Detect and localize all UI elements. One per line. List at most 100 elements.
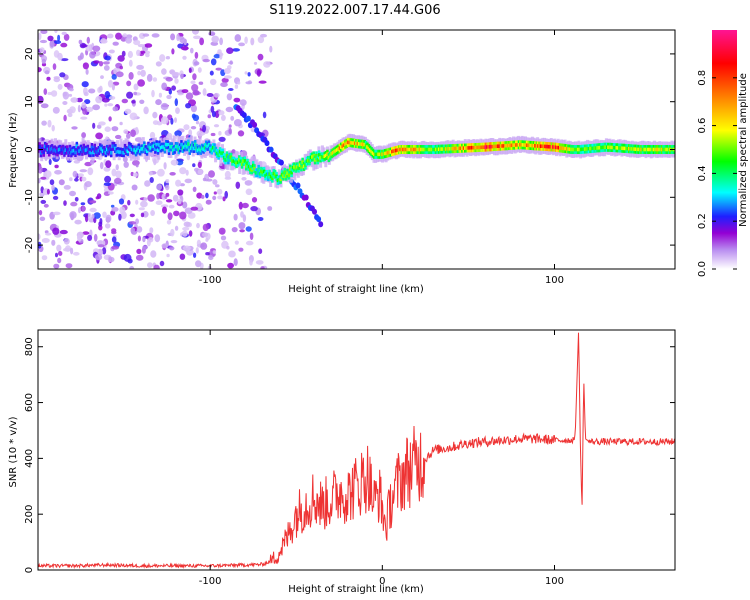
ridge-core xyxy=(300,165,303,169)
noise-blob xyxy=(218,110,225,116)
ridge-core xyxy=(561,146,565,151)
noise-blob xyxy=(174,130,182,137)
ridge-core xyxy=(389,150,393,154)
noise-blob xyxy=(82,62,89,70)
ridge-core xyxy=(93,146,96,150)
noise-blob xyxy=(211,35,219,43)
ridge-core xyxy=(483,145,486,149)
ridge-core xyxy=(169,144,172,149)
noise-blob xyxy=(218,136,226,142)
noise-blob xyxy=(77,173,84,178)
noise-blob xyxy=(221,77,229,83)
noise-blob xyxy=(108,49,115,54)
ridge-halo xyxy=(243,158,247,175)
ridge-core xyxy=(199,148,202,153)
noise-blob xyxy=(234,240,239,245)
ridge-core xyxy=(100,147,103,151)
noise-blob xyxy=(153,264,160,269)
noise-blob xyxy=(69,106,76,114)
ridge-core xyxy=(537,144,540,148)
noise-blob xyxy=(136,226,143,233)
ridge-core xyxy=(151,144,154,149)
noise-blob xyxy=(190,206,199,211)
ridge-core xyxy=(114,146,117,151)
noise-blob xyxy=(174,117,177,123)
ridge-core xyxy=(655,147,658,152)
noise-blob xyxy=(104,91,111,99)
noise-blob xyxy=(182,55,187,60)
ridge-core xyxy=(535,144,539,148)
ridge-core xyxy=(419,147,423,152)
ridge-core xyxy=(253,166,256,171)
noise-blob xyxy=(158,92,162,98)
ridge-core xyxy=(417,147,420,152)
ridge-core xyxy=(553,145,556,149)
ridge-core xyxy=(528,143,532,148)
noise-blob xyxy=(219,53,223,60)
ridge-core xyxy=(486,145,489,149)
ridge-core xyxy=(267,174,270,179)
noise-blob xyxy=(95,132,103,140)
noise-blob xyxy=(38,210,43,216)
ridge-core xyxy=(586,147,589,151)
ridge-core xyxy=(322,155,325,160)
ridge-core xyxy=(132,148,135,152)
noise-blob xyxy=(137,79,146,87)
noise-blob xyxy=(170,33,176,41)
colorbar-tick-label: 0.4 xyxy=(697,165,708,181)
ridge-core xyxy=(495,144,499,149)
noise-blob xyxy=(140,200,148,208)
noise-blob xyxy=(111,126,119,132)
diagonal-branch-blob xyxy=(318,221,324,228)
ridge-core xyxy=(567,147,570,151)
noise-blob xyxy=(206,178,213,182)
noise-blob xyxy=(196,222,200,229)
noise-blob xyxy=(63,114,67,122)
noise-blob xyxy=(81,44,88,48)
ridge-core xyxy=(97,148,101,153)
noise-blob xyxy=(179,38,187,44)
ridge-core xyxy=(116,149,120,154)
ridge-core xyxy=(563,146,566,151)
ridge-core xyxy=(625,146,628,151)
ridge-core xyxy=(543,144,547,149)
ridge-core xyxy=(375,152,379,157)
ridge-core xyxy=(54,149,58,153)
noise-blob xyxy=(209,70,214,76)
ridge-core xyxy=(357,142,361,146)
ridge-core xyxy=(294,166,298,171)
noise-blob xyxy=(43,203,49,208)
ridge-core xyxy=(134,150,138,154)
ridge-core xyxy=(152,144,156,148)
noise-blob xyxy=(208,170,215,178)
ridge-core xyxy=(89,150,92,155)
noise-blob xyxy=(217,49,222,55)
ridge-core xyxy=(178,146,182,150)
noise-blob xyxy=(172,194,179,202)
noise-blob xyxy=(39,47,45,53)
noise-blob xyxy=(74,197,79,202)
noise-blob xyxy=(130,129,136,137)
noise-blob xyxy=(53,40,62,44)
ridge-halo xyxy=(255,159,259,176)
ridge-core xyxy=(532,143,536,148)
ridge-core xyxy=(333,150,336,154)
noise-blob xyxy=(52,63,57,70)
noise-blob xyxy=(103,65,110,71)
ridge-core xyxy=(272,171,275,176)
noise-blob xyxy=(119,121,123,126)
noise-blob xyxy=(231,227,238,233)
ridge-core xyxy=(364,143,368,148)
ridge-core xyxy=(71,149,74,153)
noise-blob xyxy=(58,179,65,186)
ridge-core xyxy=(43,144,47,149)
ridge-core xyxy=(127,144,131,149)
noise-blob xyxy=(170,117,174,125)
noise-blob xyxy=(124,108,132,115)
ridge-core xyxy=(136,148,139,152)
figure-title: S119.2022.007.17.44.G06 xyxy=(269,3,440,18)
noise-blob xyxy=(62,101,68,105)
noise-blob xyxy=(76,97,83,103)
ridge-core xyxy=(370,149,373,154)
noise-blob xyxy=(187,212,196,219)
